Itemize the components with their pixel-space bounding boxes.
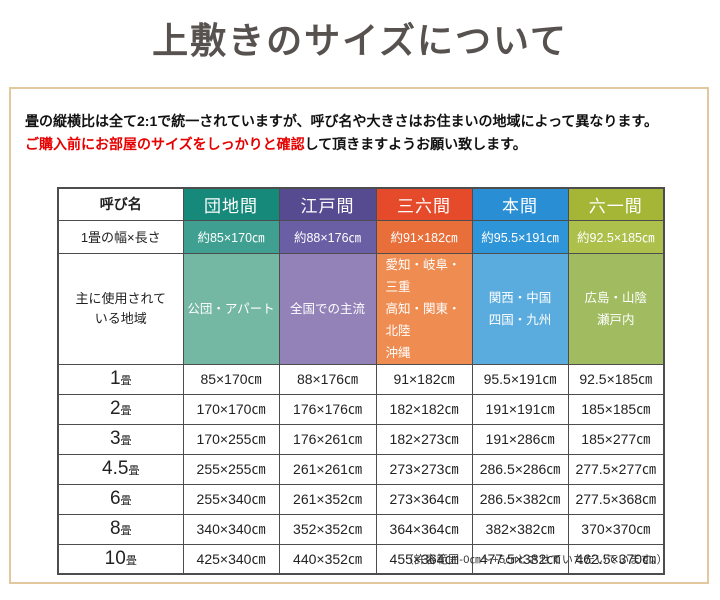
one-mat-size-row: 1畳の幅×長さ 約85×170㎝ 約88×176㎝ 約91×182㎝ 約95.5… [57,219,665,254]
size-cell: 440×352㎝ [278,543,377,575]
region-row: 主に使用されて いる地域 公団・アパート 全国での主流 愛知・岐阜・三重 高知・… [57,252,665,365]
column-header-rokuichima: 六一間 [567,187,665,221]
region-cell: 愛知・岐阜・三重 高知・関東・北陸 沖縄 [375,252,473,365]
size-cell: 176×261㎝ [278,423,377,455]
mat-count-label: 2畳 [57,393,184,425]
size-cell: 191×286㎝ [471,423,569,455]
size-cell: 85×170㎝ [182,363,280,395]
intro-line-1: 畳の縦横比は全て2:1で統一されていますが、呼び名や大きさはお住まいの地域によっ… [25,113,659,129]
size-cell: 185×185㎝ [567,393,665,425]
size-cell: 286.5×286㎝ [471,453,569,485]
mat-count-label: 6畳 [57,483,184,515]
size-cell: 255×340㎝ [182,483,280,515]
column-header-edoma: 江戸間 [278,187,377,221]
size-cell: 273×364㎝ [375,483,473,515]
page-title: 上敷きのサイズについて [152,20,568,62]
size-row-4-5: 4.5畳 255×255㎝ 261×261㎝ 273×273㎝ 286.5×28… [57,453,665,485]
mat-count-label: 4.5畳 [57,453,184,485]
column-header-danchima: 団地間 [182,187,280,221]
one-mat-size-cell: 約85×170㎝ [182,219,280,254]
intro-text: 畳の縦横比は全て2:1で統一されていますが、呼び名や大きさはお住まいの地域によっ… [25,110,710,156]
size-cell: 273×273㎝ [375,453,473,485]
size-cell: 455×364㎝ [375,543,473,575]
size-cell: 255×255㎝ [182,453,280,485]
size-row-2: 2畳 170×170㎝ 176×176㎝ 182×182㎝ 191×191㎝ 1… [57,393,665,425]
size-row-8: 8畳 340×340㎝ 352×352㎝ 364×364㎝ 382×382㎝ 3… [57,513,665,545]
size-row-3: 3畳 170×255㎝ 176×261㎝ 182×273㎝ 191×286㎝ 1… [57,423,665,455]
column-header-sabuma: 三六間 [375,187,473,221]
size-cell: 364×364㎝ [375,513,473,545]
size-cell: 176×176㎝ [278,393,377,425]
region-cell: 全国での主流 [278,252,377,365]
mat-count-label: 1畳 [57,363,184,395]
mat-count-label: 3畳 [57,423,184,455]
mat-count-label: 8畳 [57,513,184,545]
region-cell: 公団・アパート [182,252,280,365]
size-cell: 170×255㎝ [182,423,280,455]
size-cell: 170×170㎝ [182,393,280,425]
size-cell: 91×182㎝ [375,363,473,395]
size-cell: 95.5×191㎝ [471,363,569,395]
size-cell: 286.5×382㎝ [471,483,569,515]
table-header-row: 呼び名 団地間 江戸間 三六間 本間 六一間 [57,187,665,221]
size-cell: 261×352㎝ [278,483,377,515]
size-cell: 340×340㎝ [182,513,280,545]
size-cell: 88×176㎝ [278,363,377,395]
size-row-6: 6畳 255×340㎝ 261×352㎝ 273×364㎝ 286.5×382㎝… [57,483,665,515]
column-header-name: 呼び名 [57,187,184,221]
intro-line-2: ご購入前にお部屋のサイズをしっかりと確認して頂きますようお願い致します。 [25,133,710,156]
intro-line-2-rest: して頂きますようお願い致します。 [304,136,527,152]
one-mat-size-cell: 約91×182㎝ [375,219,473,254]
size-cell: 185×277㎝ [567,423,665,455]
size-cell: 182×182㎝ [375,393,473,425]
intro-warning-red: ご購入前にお部屋のサイズをしっかりと確認 [25,136,305,152]
region-cell: 関西・中国 四国・九州 [471,252,569,365]
tolerance-footnote: （許容範囲-0㎝～+5㎝とさせていただいています。） [402,554,668,566]
size-cell: 261×261㎝ [278,453,377,485]
size-cell: 352×352㎝ [278,513,377,545]
size-cell: 277.5×277㎝ [567,453,665,485]
mat-count-label: 10畳 [57,543,184,575]
region-row-label: 主に使用されて いる地域 [57,252,184,365]
one-mat-size-cell: 約92.5×185㎝ [567,219,665,254]
size-row-10: 10畳 425×340㎝ 440×352㎝ 455×364㎝ 477.5×382… [57,543,665,575]
one-mat-size-cell: 約95.5×191㎝ [471,219,569,254]
size-cell: 382×382㎝ [471,513,569,545]
size-cell: 477.5×382㎝ [471,543,569,575]
size-cell: 191×191㎝ [471,393,569,425]
size-cell: 182×273㎝ [375,423,473,455]
size-cell: 277.5×368㎝ [567,483,665,515]
one-mat-size-label: 1畳の幅×長さ [57,219,184,254]
size-cell: 92.5×185㎝ [567,363,665,395]
size-cell: 370×370㎝ [567,513,665,545]
size-cell: 425×340㎝ [182,543,280,575]
region-cell: 広島・山陰 瀬戸内 [567,252,665,365]
column-header-honma: 本間 [471,187,569,221]
one-mat-size-cell: 約88×176㎝ [278,219,377,254]
size-cell: 462.5×370㎝ [567,543,665,575]
tatami-size-table: 呼び名 団地間 江戸間 三六間 本間 六一間 1畳の幅×長さ 約85×170㎝ … [57,187,665,575]
size-row-1: 1畳 85×170㎝ 88×176㎝ 91×182㎝ 95.5×191㎝ 92.… [57,363,665,395]
